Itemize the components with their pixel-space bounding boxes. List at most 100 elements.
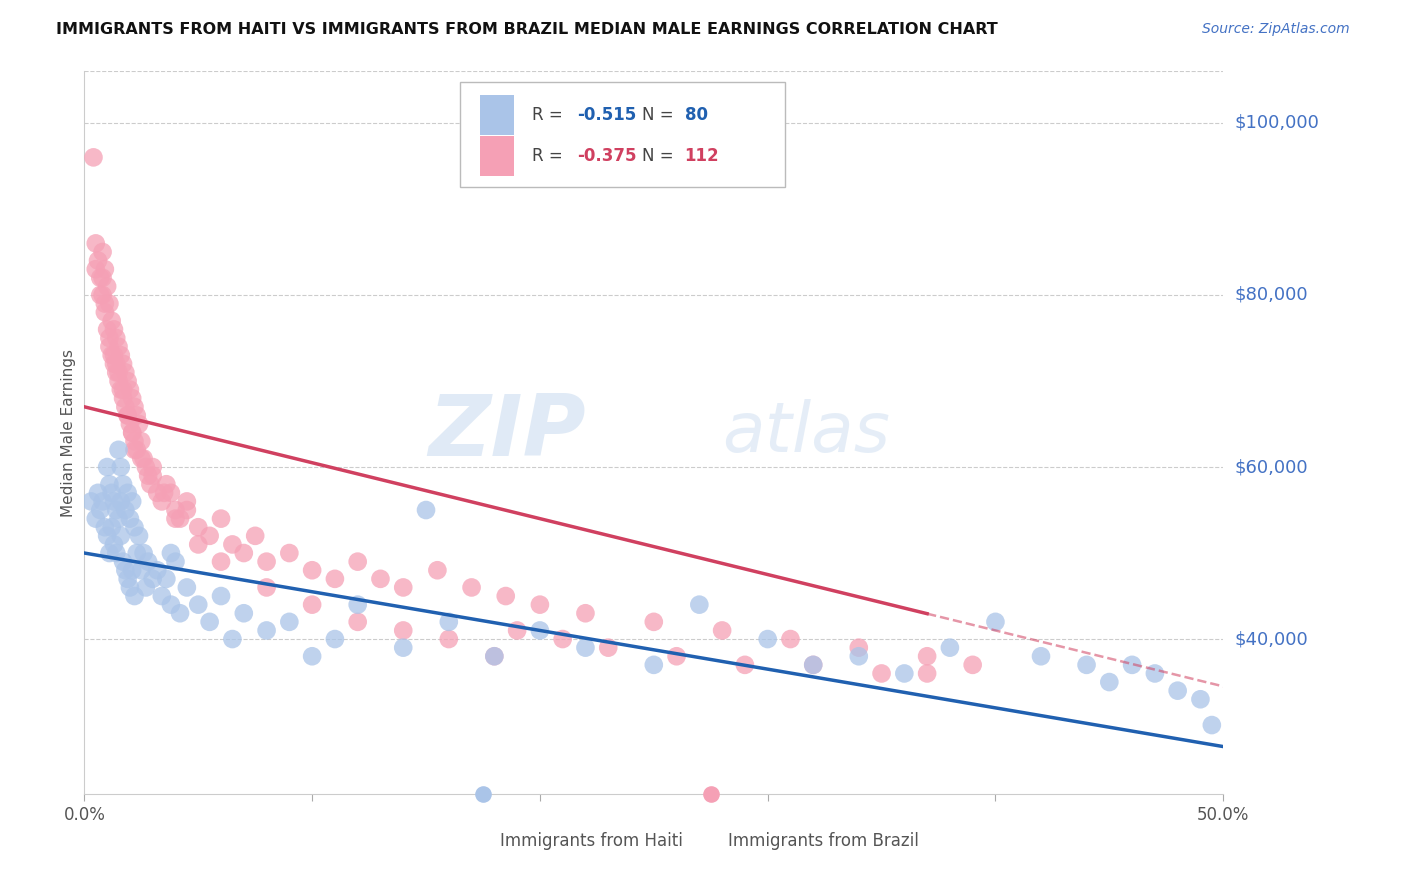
Point: [94, 305, 117, 319]
Point: [124, 589, 146, 603]
Point: [711, 624, 734, 638]
Point: [848, 640, 870, 655]
Point: [301, 598, 323, 612]
Point: [165, 555, 187, 569]
Point: [107, 442, 129, 457]
Point: [110, 529, 132, 543]
Text: N =: N =: [643, 147, 679, 165]
Text: ZIP: ZIP: [427, 391, 585, 475]
Point: [574, 640, 596, 655]
Point: [169, 607, 191, 621]
FancyBboxPatch shape: [460, 82, 785, 187]
Point: [94, 296, 117, 310]
Point: [89, 288, 111, 302]
Y-axis label: Median Male Earnings: Median Male Earnings: [60, 349, 76, 516]
Text: Immigrants from Brazil: Immigrants from Brazil: [728, 832, 918, 850]
Point: [105, 357, 128, 371]
Bar: [479, 95, 513, 135]
Point: [131, 563, 153, 577]
Text: Immigrants from Haiti: Immigrants from Haiti: [501, 832, 683, 850]
Point: [80, 494, 103, 508]
Point: [121, 494, 143, 508]
Point: [221, 537, 243, 551]
Text: R =: R =: [531, 147, 568, 165]
Point: [198, 615, 221, 629]
Point: [100, 348, 122, 362]
Point: [301, 649, 323, 664]
Point: [346, 555, 368, 569]
Point: [939, 640, 962, 655]
Point: [146, 485, 169, 500]
Point: [150, 494, 173, 508]
Point: [100, 485, 122, 500]
Point: [103, 348, 125, 362]
Point: [893, 666, 915, 681]
Point: [756, 632, 779, 646]
Point: [98, 331, 121, 345]
Point: [1121, 657, 1143, 672]
Point: [915, 649, 938, 664]
Point: [801, 657, 824, 672]
Point: [87, 253, 110, 268]
Point: [121, 425, 143, 440]
Point: [91, 288, 114, 302]
Point: [962, 657, 984, 672]
Point: [103, 537, 125, 551]
Text: Source: ZipAtlas.com: Source: ZipAtlas.com: [1202, 22, 1350, 37]
Point: [142, 468, 165, 483]
Point: [915, 666, 938, 681]
Point: [146, 563, 169, 577]
Point: [529, 598, 551, 612]
Point: [135, 460, 157, 475]
Point: [91, 494, 114, 508]
Point: [114, 400, 136, 414]
Point: [94, 262, 117, 277]
Point: [117, 374, 139, 388]
Point: [484, 649, 506, 664]
Point: [870, 666, 893, 681]
Point: [132, 546, 155, 560]
Point: [301, 563, 323, 577]
Point: [187, 520, 209, 534]
Point: [150, 589, 173, 603]
Point: [124, 400, 146, 414]
Point: [370, 572, 392, 586]
Point: [437, 615, 460, 629]
Point: [128, 529, 150, 543]
Point: [187, 598, 209, 612]
Point: [155, 572, 177, 586]
Point: [256, 624, 278, 638]
Text: 112: 112: [685, 147, 718, 165]
Text: IMMIGRANTS FROM HAITI VS IMMIGRANTS FROM BRAZIL MEDIAN MALE EARNINGS CORRELATION: IMMIGRANTS FROM HAITI VS IMMIGRANTS FROM…: [56, 22, 998, 37]
Point: [278, 546, 301, 560]
Point: [105, 366, 128, 380]
Point: [232, 546, 254, 560]
Point: [117, 485, 139, 500]
Point: [91, 245, 114, 260]
Point: [256, 581, 278, 595]
Point: [103, 357, 125, 371]
Point: [598, 640, 620, 655]
Point: [136, 468, 159, 483]
Point: [118, 417, 141, 431]
Point: [98, 296, 121, 310]
Point: [124, 434, 146, 449]
Point: [125, 442, 148, 457]
Point: [98, 340, 121, 354]
Point: [124, 442, 146, 457]
Point: [1076, 657, 1098, 672]
Point: [84, 236, 107, 251]
Point: [110, 460, 132, 475]
Point: [153, 485, 176, 500]
Point: [131, 451, 153, 466]
Point: [100, 314, 122, 328]
Point: [136, 555, 159, 569]
Text: $40,000: $40,000: [1234, 630, 1308, 648]
Point: [84, 262, 107, 277]
Point: [117, 409, 139, 423]
Point: [529, 624, 551, 638]
Point: [96, 279, 118, 293]
Point: [1189, 692, 1212, 706]
Point: [103, 322, 125, 336]
Point: [87, 485, 110, 500]
